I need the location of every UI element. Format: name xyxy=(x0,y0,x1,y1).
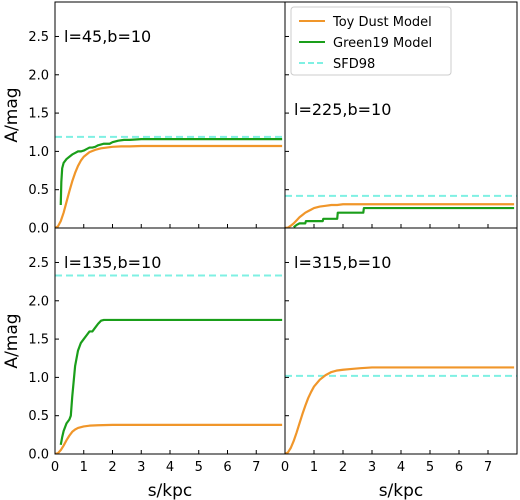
x-tick-label: 5 xyxy=(426,460,434,475)
y-tick-label: 2.5 xyxy=(28,30,49,45)
toy-dust-line xyxy=(285,203,515,228)
green19-line xyxy=(293,206,515,228)
x-tick-label: 6 xyxy=(223,460,231,475)
green19-line xyxy=(59,138,283,206)
y-axis-label: A/mag xyxy=(2,313,22,368)
x-axis-label: s/kpc xyxy=(379,481,424,500)
x-tick-label: 5 xyxy=(195,460,203,475)
x-tick-label: 0 xyxy=(281,460,289,475)
y-tick-label: 1.5 xyxy=(28,107,49,122)
panel-label: l=135,b=10 xyxy=(64,253,161,272)
green19-line xyxy=(59,318,283,446)
y-tick-label: 0.0 xyxy=(28,448,49,463)
y-tick-label: 2.5 xyxy=(28,256,49,271)
plot-area: l=45,b=10 0.0 0.5 1.0 1.5 2.0 2.5 l=225,b=10 l=1… xyxy=(28,1,518,475)
panel-label: l=45,b=10 xyxy=(64,27,151,46)
x-axis-label: s/kpc xyxy=(148,481,193,500)
x-tick-label: 3 xyxy=(368,460,376,475)
x-tick-label: 4 xyxy=(166,460,174,475)
toy-dust-line xyxy=(55,423,283,454)
x-tick-label: 0 xyxy=(51,460,59,475)
panel-label: l=225,b=10 xyxy=(294,100,391,119)
toy-dust-line xyxy=(285,366,515,454)
x-tick-label: 1 xyxy=(80,460,88,475)
legend-entry: Toy Dust Model xyxy=(332,15,432,30)
panel-label: l=315,b=10 xyxy=(294,253,391,272)
y-tick-label: 1.5 xyxy=(28,333,49,348)
y-tick-label: 0.0 xyxy=(28,222,49,237)
x-tick-label: 6 xyxy=(455,460,463,475)
panel-2: l=225,b=10 xyxy=(284,1,518,229)
y-tick-label: 1.0 xyxy=(28,371,49,386)
axis-labels: A/mag A/mag s/kpc s/kpc xyxy=(2,87,423,500)
y-tick-label: 0.5 xyxy=(28,409,49,424)
x-tick-label: 2 xyxy=(339,460,347,475)
x-tick-label: 4 xyxy=(397,460,405,475)
y-tick-label: 2.0 xyxy=(28,68,49,83)
toy-dust-line xyxy=(55,144,283,228)
panel-1: l=45,b=10 0.0 0.5 1.0 1.5 2.0 2.5 xyxy=(28,1,286,237)
legend: Toy Dust Model Green19 Model SFD98 xyxy=(290,6,452,76)
x-tick-label: 1 xyxy=(310,460,318,475)
x-tick-label: 2 xyxy=(108,460,116,475)
x-tick-label: 7 xyxy=(252,460,260,475)
panel-3: l=135,b=10 0.0 0.5 1.0 1.5 2.0 2.5 0 1 2 3 4 5 6 7 xyxy=(28,227,286,475)
legend-entry: SFD98 xyxy=(333,57,375,72)
y-axis-label: A/mag xyxy=(2,87,22,142)
legend-entry: Green19 Model xyxy=(333,36,432,51)
y-tick-label: 1.0 xyxy=(28,145,49,160)
x-tick-label: 3 xyxy=(137,460,145,475)
y-tick-label: 0.5 xyxy=(28,183,49,198)
panel-4: l=315,b=10 0 1 2 3 4 5 6 7 xyxy=(281,227,518,475)
x-tick-label: 7 xyxy=(484,460,492,475)
y-tick-label: 2.0 xyxy=(28,294,49,309)
legend-box xyxy=(290,6,452,76)
